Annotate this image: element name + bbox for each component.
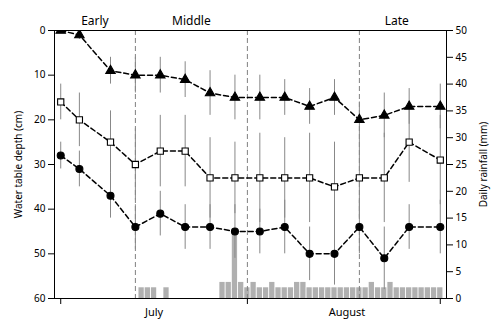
svg-text:20: 20 bbox=[34, 112, 46, 126]
svg-text:30: 30 bbox=[34, 157, 46, 171]
svg-text:30: 30 bbox=[456, 130, 468, 144]
svg-text:50: 50 bbox=[34, 246, 46, 260]
svg-text:45: 45 bbox=[456, 50, 468, 64]
svg-text:5: 5 bbox=[456, 264, 462, 278]
svg-text:0: 0 bbox=[456, 291, 462, 305]
svg-text:15: 15 bbox=[456, 210, 468, 224]
svg-text:Daily rainfall (mm): Daily rainfall (mm) bbox=[476, 122, 490, 208]
svg-text:July: July bbox=[144, 304, 164, 319]
svg-text:Middle: Middle bbox=[172, 12, 211, 29]
svg-text:40: 40 bbox=[456, 76, 468, 90]
svg-text:50: 50 bbox=[456, 23, 468, 37]
svg-text:Water table depth (cm): Water table depth (cm) bbox=[11, 111, 25, 218]
svg-text:35: 35 bbox=[456, 103, 468, 117]
svg-text:Early: Early bbox=[81, 12, 109, 29]
svg-text:25: 25 bbox=[456, 157, 468, 171]
svg-text:20: 20 bbox=[456, 184, 468, 198]
svg-text:60: 60 bbox=[34, 291, 46, 305]
svg-text:40: 40 bbox=[34, 201, 46, 215]
svg-text:Late: Late bbox=[385, 12, 409, 29]
svg-text:10: 10 bbox=[34, 67, 46, 81]
svg-text:10: 10 bbox=[456, 237, 468, 251]
svg-text:0: 0 bbox=[40, 23, 46, 37]
svg-text:August: August bbox=[329, 304, 366, 319]
